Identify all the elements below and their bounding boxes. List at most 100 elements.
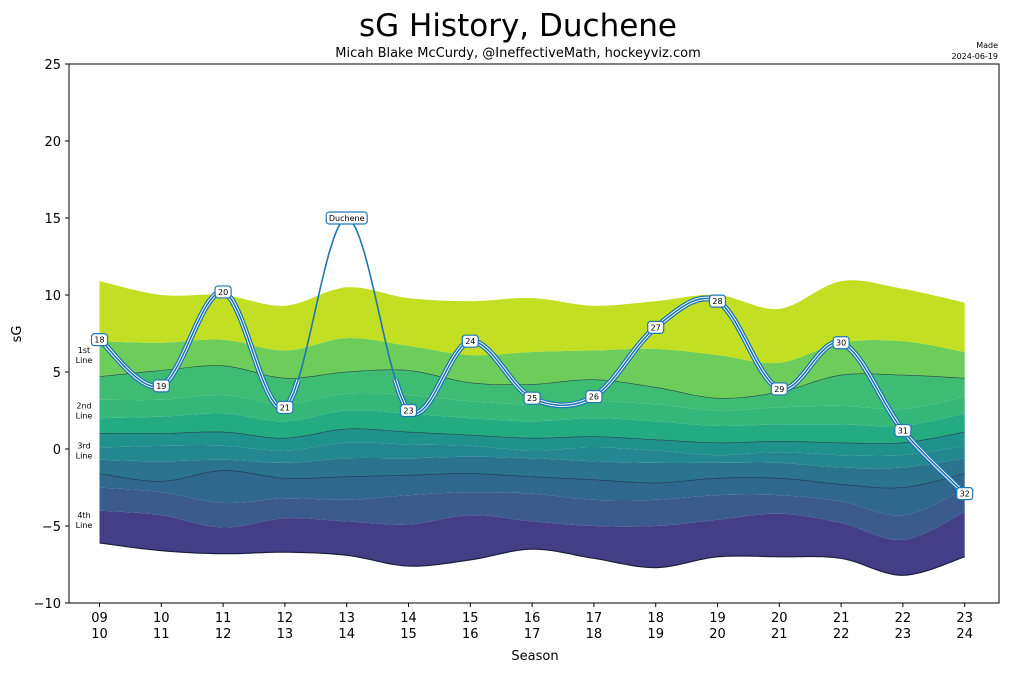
y-tick-label: 10	[44, 289, 61, 304]
data-point: 20	[214, 285, 232, 299]
x-tick-label-line: 13	[277, 627, 294, 642]
x-tick-label: 17 18	[586, 611, 603, 642]
band-bottom-edge	[99, 542, 965, 576]
data-point-box	[956, 487, 974, 501]
data-point: 30	[832, 336, 850, 350]
skill-band	[99, 428, 965, 456]
made-note-label: Made	[976, 41, 998, 50]
data-point: 24	[461, 334, 479, 348]
data-point-label: 20	[218, 288, 228, 297]
data-point: 29	[770, 382, 788, 396]
band-label-line: Line	[76, 521, 93, 530]
x-tick-label-line: 18	[586, 627, 603, 642]
data-point: 19	[152, 379, 170, 393]
data-point-box	[399, 403, 418, 418]
x-tick-label: 11 12	[215, 611, 232, 642]
x-tick-label-line: 15	[462, 611, 479, 626]
data-point: Duchene	[325, 211, 368, 225]
data-point-label: 21	[280, 403, 290, 412]
x-tick-label: 12 13	[277, 611, 294, 642]
x-tick-label: 10 11	[153, 611, 170, 642]
skill-band	[99, 487, 965, 540]
y-tick-label: 25	[44, 58, 61, 73]
x-tick-label-line: 13	[338, 611, 355, 626]
player-series: 18 19 20 21 Duchene 23 24 25 26 27 28 29 30 31 32	[90, 211, 974, 501]
x-axis-label: Season	[511, 649, 558, 664]
band-label: 3rd Line	[76, 442, 93, 461]
data-point-box	[523, 391, 541, 405]
data-point: 27	[647, 320, 665, 334]
x-tick-label-line: 15	[400, 627, 417, 642]
skill-band	[99, 510, 965, 576]
x-tick-label-line: 19	[709, 611, 726, 626]
data-point-label: 23	[403, 407, 413, 416]
data-point-label: 25	[527, 394, 537, 403]
x-tick-label-line: 10	[153, 611, 170, 626]
x-tick-label-line: 14	[338, 627, 355, 642]
data-point-box	[647, 320, 665, 334]
data-point-label: 27	[651, 323, 661, 332]
x-tick-label-line: 11	[153, 627, 170, 642]
x-tick-label-line: 22	[833, 627, 850, 642]
band-label-line: 3rd	[77, 442, 90, 451]
plot-frame	[68, 63, 1000, 604]
x-tick-label: 14 15	[400, 611, 417, 642]
y-tick-label: −10	[34, 597, 61, 612]
x-tick-label: 21 22	[833, 611, 850, 642]
data-point: 28	[708, 294, 727, 308]
x-tick-label: 13 14	[338, 611, 355, 642]
data-point-label: 30	[836, 339, 846, 348]
x-tick-label: 22 23	[895, 611, 912, 642]
data-point: 18	[90, 333, 109, 347]
y-tick-label: 20	[44, 135, 61, 150]
x-tick-label-line: 23	[895, 627, 912, 642]
x-tick-label-line: 21	[833, 611, 850, 626]
data-point-box	[770, 382, 788, 396]
data-point-label: 19	[156, 382, 166, 391]
skill-band	[99, 470, 965, 516]
band-label: 2nd Line	[76, 402, 93, 421]
x-tick-label: 18 19	[647, 611, 664, 642]
x-tick-label-line: 19	[647, 627, 664, 642]
made-note-date: 2024-06-19	[952, 52, 999, 61]
x-tick-label-line: 20	[771, 611, 788, 626]
band-label-line: 1st	[78, 346, 90, 355]
x-tick-label-line: 14	[400, 611, 417, 626]
x-tick-label: 16 17	[524, 611, 541, 642]
data-point-label: Duchene	[329, 214, 365, 223]
data-point-box	[276, 400, 294, 415]
y-tick-label: 15	[44, 212, 61, 227]
data-point-label: 29	[774, 385, 784, 394]
x-tick-label-line: 10	[91, 627, 108, 642]
data-point-label: 28	[712, 297, 722, 306]
x-tick-label-line: 20	[709, 627, 726, 642]
x-tick-label: 19 20	[709, 611, 726, 642]
chart-title: sG History, Duchene	[359, 8, 677, 44]
data-point: 32	[956, 487, 974, 501]
data-point-label: 18	[94, 336, 104, 345]
line-tier-boundary	[99, 365, 965, 399]
data-point-label: 31	[898, 427, 908, 436]
band-label: 4th Line	[76, 511, 93, 530]
band-label-line: Line	[76, 452, 93, 461]
line-tier-boundary	[99, 470, 965, 489]
x-tick-label-line: 11	[215, 611, 232, 626]
data-point-box	[708, 294, 727, 308]
band-label-line: 4th	[77, 511, 90, 520]
x-tick-label-line: 24	[956, 627, 973, 642]
data-point-box	[461, 334, 479, 348]
data-point-box	[214, 285, 232, 299]
chart-subtitle: Micah Blake McCurdy, @IneffectiveMath, h…	[335, 46, 701, 61]
band-label-line: Line	[76, 356, 93, 365]
x-tick-label: 09 10	[91, 611, 108, 642]
data-point: 23	[399, 403, 418, 418]
skill-band	[99, 393, 965, 427]
x-tick-label: 23 24	[956, 611, 973, 642]
data-point-label: 26	[589, 393, 599, 402]
x-tick-label-line: 16	[524, 611, 541, 626]
x-tick-label-line: 23	[956, 611, 973, 626]
